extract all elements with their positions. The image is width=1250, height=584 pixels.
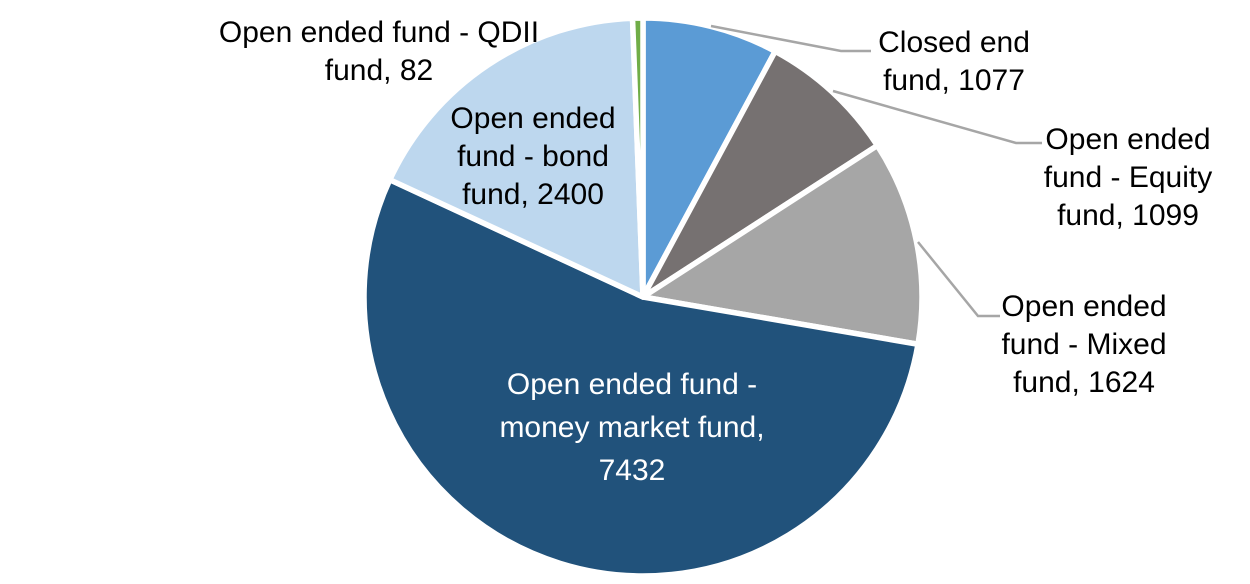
data-label-line: money market fund, [499, 411, 765, 444]
data-label-line: fund, 2400 [462, 178, 604, 211]
pie-slice-open-ended-fund-money-market-fund[interactable] [361, 177, 921, 579]
data-label-line: fund, 1099 [1057, 199, 1199, 232]
data-label-closed-end-fund: Closed end fund, 1077 [854, 24, 1054, 100]
data-label-line: Open ended [1045, 123, 1211, 156]
data-label-line: fund, 82 [324, 54, 434, 87]
pie-slice-open-ended-fund-qdii-fund[interactable] [629, 15, 646, 300]
pie-slice-open-ended-fund-bond-fund[interactable] [387, 15, 646, 300]
leader-lines [710, 24, 1042, 318]
pie-slice-open-ended-fund-mixed-fund[interactable] [640, 142, 925, 348]
pie-slice-open-ended-fund-equity-fund[interactable] [640, 48, 881, 300]
data-label-line: Open ended [450, 102, 616, 135]
data-label-line: fund - bond [457, 140, 609, 173]
data-label-money-market-fund: Open ended fund - money market fund, 743… [472, 363, 792, 492]
leader-line-mixed-fund [917, 241, 1000, 318]
data-label-line: Open ended fund - [506, 368, 758, 401]
data-label-line: Open ended fund - QDII [218, 16, 540, 49]
data-label-bond-fund: Open ended fund - bond fund, 2400 [423, 100, 643, 214]
data-label-line: fund - Mixed [1001, 328, 1167, 361]
data-label-line: Closed end [878, 26, 1030, 59]
data-label-line: fund, 1624 [1013, 366, 1155, 399]
data-label-line: fund - Equity [1043, 161, 1213, 194]
data-label-equity-fund: Open ended fund - Equity fund, 1099 [1018, 121, 1238, 235]
data-label-line: 7432 [598, 454, 666, 487]
leader-line-closed-end-fund [710, 24, 871, 53]
pie-slices [361, 15, 925, 579]
data-label-mixed-fund: Open ended fund - Mixed fund, 1624 [984, 288, 1184, 402]
data-label-line: Open ended [1001, 290, 1167, 323]
leader-line-equity-fund [832, 89, 1042, 145]
data-label-line: fund, 1077 [883, 64, 1025, 97]
data-label-qdii-fund: Open ended fund - QDII fund, 82 [199, 14, 559, 90]
